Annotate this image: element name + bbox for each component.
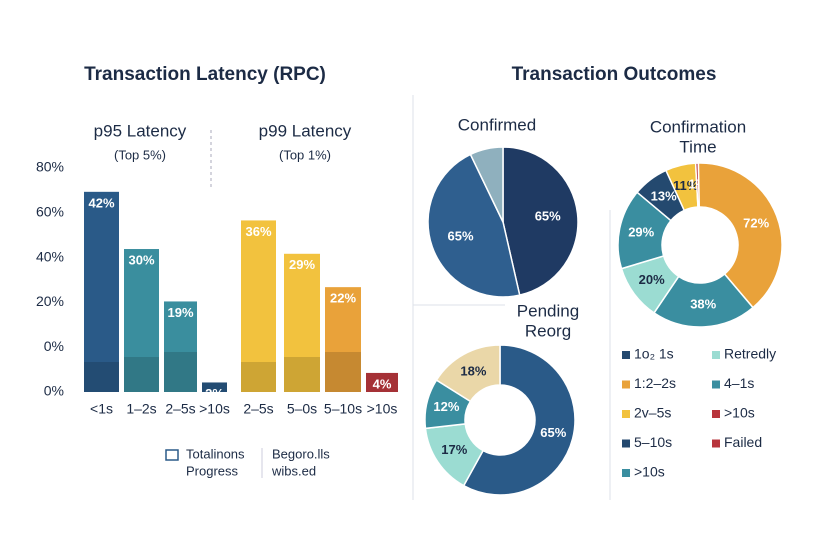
bar-shade	[241, 362, 276, 392]
donut-slice	[636, 169, 686, 222]
donut-slice	[435, 344, 501, 403]
bar-shade	[325, 352, 361, 392]
x-tick-label: 2–5s	[165, 401, 195, 417]
bar	[84, 191, 119, 392]
legend-label: Retredly	[724, 346, 776, 362]
value-label: 38%	[690, 296, 716, 311]
value-label: 30%	[128, 252, 154, 267]
legend-label: 1:2–2s	[634, 375, 676, 391]
group-subtitle: (Top 1%)	[279, 147, 331, 162]
section-title: Transaction Outcomes	[512, 64, 717, 85]
value-label: 13%	[651, 189, 677, 204]
bar-shade	[124, 357, 159, 392]
note: Begoro.lls	[272, 446, 330, 461]
y-axis-label: 40%	[36, 248, 64, 264]
bar	[164, 301, 197, 392]
bar-shade	[284, 357, 320, 392]
value-label: 72%	[743, 215, 769, 230]
value-label: 65%	[535, 208, 561, 223]
value-label: 17%	[441, 442, 467, 457]
bar-shade	[366, 372, 398, 392]
x-tick-label: 2–5s	[243, 401, 273, 417]
donut-slice	[652, 272, 755, 328]
value-label: 2%	[205, 386, 224, 401]
legend-label: 1o₂ 1s	[634, 346, 674, 362]
donut-slice	[697, 162, 783, 309]
value-label: 11%	[673, 178, 699, 193]
pie-slice	[469, 146, 504, 223]
note: Progress	[186, 463, 239, 478]
bar-shade	[202, 382, 227, 392]
legend-label: 4–1s	[724, 375, 754, 391]
legend-label: 2v–5s	[634, 405, 671, 421]
note: Totalinons	[186, 446, 245, 461]
legend-swatch	[712, 380, 720, 389]
legend-label: >10s	[634, 464, 665, 480]
x-tick-label: 5–10s	[324, 401, 362, 417]
value-label: 42%	[88, 195, 114, 210]
bar	[241, 220, 276, 392]
legend-swatch	[712, 410, 720, 418]
chart-title: Transaction Latency (RPC)	[84, 64, 326, 85]
chart-title: Confirmation	[650, 117, 746, 136]
value-label: 36%	[245, 224, 271, 239]
chart-title: Pending	[517, 301, 579, 320]
y-axis-label: 80%	[36, 159, 64, 175]
legend-swatch	[622, 469, 630, 477]
chart-title: Time	[679, 137, 716, 156]
value-label: 65%	[540, 425, 566, 440]
y-axis-label: 60%	[36, 204, 64, 220]
legend-swatch	[622, 410, 630, 418]
bar-shade	[164, 352, 197, 392]
pie-slice	[502, 146, 579, 297]
legend-swatch	[622, 439, 630, 448]
x-tick-label: 1–2s	[126, 401, 156, 417]
legend-swatch	[712, 439, 720, 448]
value-label: 4%	[373, 376, 392, 391]
y-axis-label: 0%	[44, 338, 64, 354]
bar	[124, 249, 159, 392]
y-axis-label: 20%	[36, 293, 64, 309]
bar	[366, 372, 398, 392]
legend-label: 5–10s	[634, 434, 672, 450]
chart-title: Confirmed	[458, 115, 536, 134]
x-tick-label: <1s	[90, 401, 113, 417]
note: wibs.ed	[271, 463, 316, 478]
group-title: p99 Latency	[259, 121, 352, 140]
value-label: 65%	[448, 228, 474, 243]
value-label: 29%	[628, 224, 654, 239]
legend-swatch	[622, 380, 630, 389]
y-axis-label: 0%	[44, 383, 64, 399]
legend-label: >10s	[724, 405, 755, 421]
pie-slice	[427, 153, 521, 298]
x-tick-label: 5–0s	[287, 401, 317, 417]
legend-swatch	[622, 351, 630, 359]
value-label: 18%	[460, 363, 486, 378]
note-icon	[165, 449, 179, 461]
legend-swatch	[712, 351, 720, 359]
value-label: 12%	[433, 399, 459, 414]
chart-title: Reorg	[525, 321, 571, 340]
value-label: 20%	[639, 272, 665, 287]
x-tick-label: >10s	[199, 401, 230, 417]
bar	[325, 287, 361, 392]
value-label: 29%	[289, 257, 315, 272]
legend-label: Failed	[724, 434, 762, 450]
value-label: 19%	[167, 305, 193, 320]
bar	[202, 382, 227, 392]
bar-shade	[84, 362, 119, 392]
donut-slice	[462, 344, 576, 496]
group-subtitle: (Top 5%)	[114, 147, 166, 162]
x-tick-label: >10s	[367, 401, 398, 417]
group-title: p95 Latency	[94, 121, 187, 140]
value-label: 22%	[330, 291, 356, 306]
bar	[284, 253, 320, 392]
